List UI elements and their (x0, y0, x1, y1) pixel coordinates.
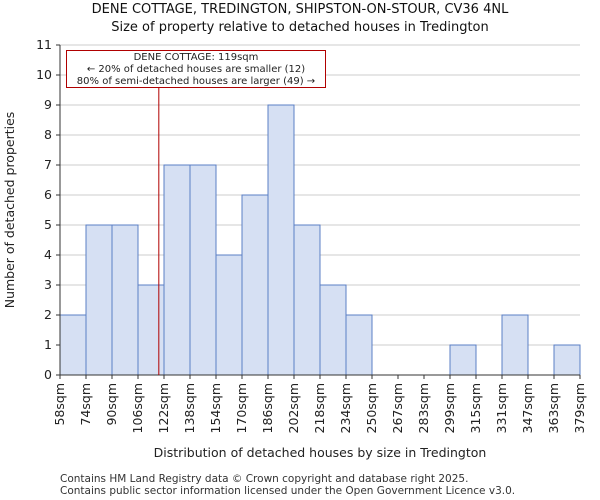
annotation-line-3: 80% of semi-detached houses are larger (… (76, 76, 316, 87)
x-tick-label: 58sqm (52, 383, 67, 426)
chart-subtitle: Size of property relative to detached ho… (111, 20, 489, 35)
histogram-bar (345, 314, 373, 376)
histogram-bar (85, 224, 113, 376)
histogram-bar (267, 104, 295, 376)
histogram-bar (449, 344, 477, 376)
x-tick-label: 234sqm (338, 383, 353, 433)
x-tick-label: 267sqm (390, 383, 405, 433)
x-tick-label: 106sqm (130, 383, 145, 433)
histogram-bar (501, 314, 529, 376)
x-tick-label: 202sqm (286, 383, 301, 433)
histogram-bar (111, 224, 139, 376)
x-tick-label: 331sqm (494, 383, 509, 433)
y-tick-label: 10 (36, 67, 52, 82)
x-tick-label: 138sqm (182, 383, 197, 433)
x-tick-label: 90sqm (104, 383, 119, 426)
x-axis-title: Distribution of detached houses by size … (154, 445, 487, 460)
histogram-bar (553, 344, 581, 376)
y-tick-label: 11 (36, 37, 52, 52)
x-tick-label: 315sqm (468, 383, 483, 433)
footer-copyright: Contains HM Land Registry data © Crown c… (60, 473, 469, 485)
y-tick-label: 8 (44, 127, 52, 142)
x-tick-label: 250sqm (364, 383, 379, 433)
y-tick-label: 6 (44, 187, 52, 202)
histogram-bar (215, 254, 243, 376)
y-tick-label: 7 (44, 157, 52, 172)
annotation-line-2: ← 20% of detached houses are smaller (12… (86, 64, 306, 75)
x-tick-label: 74sqm (78, 383, 93, 426)
x-tick-label: 122sqm (156, 383, 171, 433)
footer-licence: Contains public sector information licen… (60, 485, 516, 497)
histogram-bar (163, 164, 191, 376)
histogram-bar (241, 194, 269, 376)
y-axis-title: Number of detached properties (2, 112, 17, 309)
histogram-bar (137, 284, 165, 376)
histogram-bar (189, 164, 217, 376)
annotation-line-1: DENE COTTAGE: 119sqm (133, 52, 259, 63)
property-annotation-box: DENE COTTAGE: 119sqm ← 20% of detached h… (66, 50, 326, 88)
x-tick-label: 218sqm (312, 383, 327, 433)
histogram-bar (59, 314, 87, 376)
y-tick-label: 5 (44, 217, 52, 232)
histogram-bar (293, 224, 321, 376)
histogram-bar (319, 284, 347, 376)
y-tick-label: 0 (44, 367, 52, 382)
y-tick-label: 4 (44, 247, 52, 262)
x-tick-label: 379sqm (572, 383, 587, 433)
y-tick-label: 9 (44, 97, 52, 112)
y-tick-label: 1 (44, 337, 52, 352)
x-tick-label: 299sqm (442, 383, 457, 433)
x-tick-label: 347sqm (520, 383, 535, 433)
x-tick-label: 363sqm (546, 383, 561, 433)
x-tick-label: 170sqm (234, 383, 249, 433)
y-tick-label: 2 (44, 307, 52, 322)
chart-title: DENE COTTAGE, TREDINGTON, SHIPSTON-ON-ST… (91, 2, 509, 17)
x-tick-label: 283sqm (416, 383, 431, 433)
x-tick-label: 186sqm (260, 383, 275, 433)
x-tick-label: 154sqm (208, 383, 223, 433)
y-tick-label: 3 (44, 277, 52, 292)
